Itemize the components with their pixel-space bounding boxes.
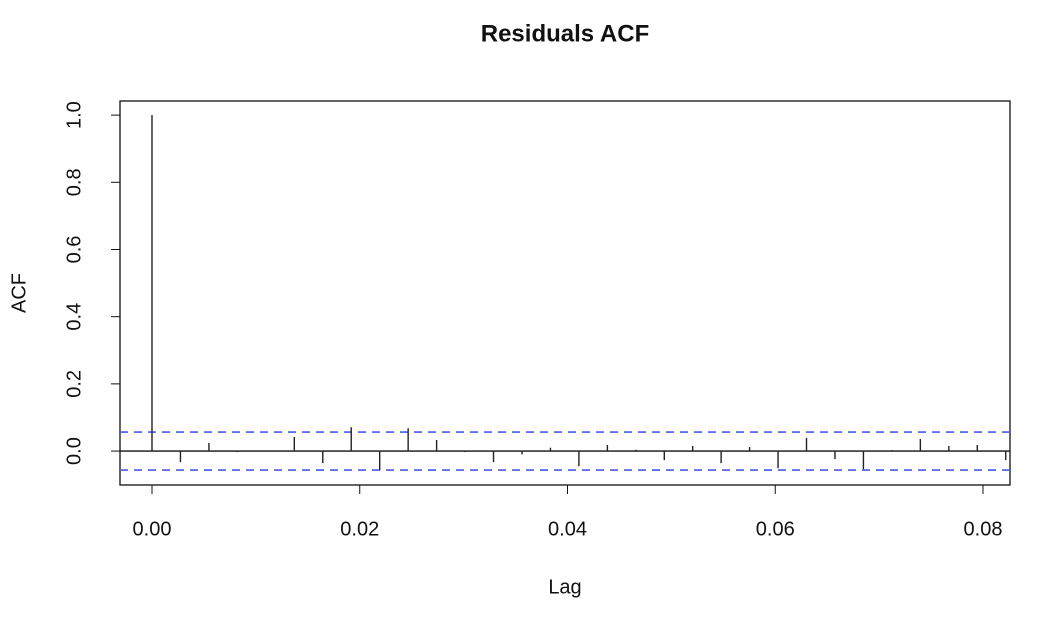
x-tick-label: 0.06: [756, 518, 795, 540]
y-tick-label: 1.0: [63, 101, 85, 129]
x-axis-label: Lag: [548, 576, 581, 598]
y-axis-label: ACF: [8, 273, 30, 313]
y-tick-label: 0.4: [63, 303, 85, 331]
chart-title: Residuals ACF: [481, 20, 649, 47]
y-tick-label: 0.6: [63, 236, 85, 264]
x-tick-label: 0.08: [964, 518, 1003, 540]
x-tick-label: 0.04: [548, 518, 587, 540]
x-tick-label: 0.02: [340, 518, 379, 540]
y-tick-label: 0.8: [63, 168, 85, 196]
x-tick-label: 0.00: [133, 518, 172, 540]
y-tick-label: 0.2: [63, 370, 85, 398]
plot-frame: [119, 100, 1011, 486]
y-tick-label: 0.0: [63, 437, 85, 465]
